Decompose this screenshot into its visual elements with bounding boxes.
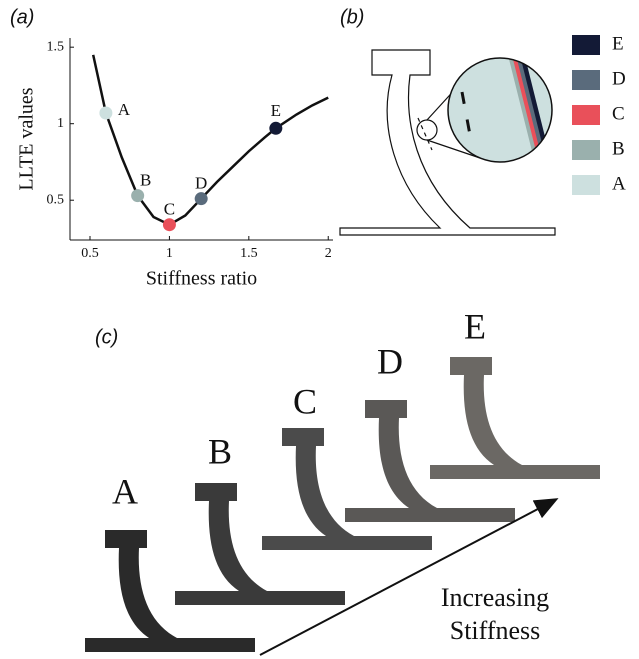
point-label: D bbox=[195, 174, 207, 193]
x-tick-label: 1.5 bbox=[240, 246, 258, 261]
specimen bbox=[430, 357, 600, 479]
point-label: A bbox=[118, 100, 131, 119]
zoom-view bbox=[448, 58, 552, 162]
curve bbox=[91, 54, 329, 227]
point-label: C bbox=[164, 200, 175, 219]
legend-swatch bbox=[572, 35, 600, 55]
specimen-label: A bbox=[112, 471, 138, 511]
point-label: B bbox=[140, 171, 151, 190]
zoom-circle bbox=[447, 57, 553, 163]
specimen-label: E bbox=[464, 306, 486, 346]
x-tick-label: 1 bbox=[166, 246, 173, 261]
legend-label: A bbox=[612, 173, 626, 194]
photo: A B C D E bbox=[85, 306, 600, 652]
point bbox=[269, 121, 283, 135]
arrow-label: Stiffness bbox=[450, 616, 541, 645]
x-tick-label: 0.5 bbox=[81, 246, 99, 261]
dash bbox=[417, 117, 433, 151]
y-tick-label: 1 bbox=[57, 116, 64, 131]
chart: 0.5 1 1.5 2 0.5 1 1.5 Stiffness ratio LLTE value… bbox=[16, 38, 333, 290]
point bbox=[131, 189, 145, 203]
legend-swatch bbox=[572, 140, 600, 160]
x-axis-label: Stiffness ratio bbox=[146, 268, 257, 290]
panel-label: (a) bbox=[10, 6, 34, 28]
point-label: E bbox=[271, 101, 281, 120]
x-tick-label: 2 bbox=[325, 246, 332, 261]
layer bbox=[502, 58, 538, 162]
zoom-region bbox=[416, 119, 438, 141]
legend-label: C bbox=[612, 103, 625, 124]
point bbox=[99, 106, 113, 120]
y-tick-label: 1.5 bbox=[47, 39, 65, 54]
specimen-label: D bbox=[377, 341, 403, 381]
legend-label: D bbox=[612, 68, 626, 89]
dash bbox=[460, 91, 472, 136]
specimen-label: C bbox=[293, 381, 317, 421]
legend-swatch bbox=[572, 70, 600, 90]
zoom-line bbox=[426, 139, 481, 159]
legend-label: B bbox=[612, 138, 625, 159]
y-axis-label: LLTE values bbox=[16, 87, 38, 190]
rail-outline bbox=[339, 49, 556, 236]
legend-swatch bbox=[572, 175, 600, 195]
zoom-fill bbox=[448, 58, 552, 162]
y-tick-label: 0.5 bbox=[47, 192, 65, 207]
arrow-label: Increasing bbox=[441, 583, 549, 612]
panel-label: (b) bbox=[340, 6, 364, 28]
legend-swatch bbox=[572, 105, 600, 125]
panel-label: (c) bbox=[95, 326, 118, 348]
point bbox=[162, 218, 176, 232]
point bbox=[194, 192, 208, 206]
specimen-label: B bbox=[208, 431, 232, 471]
arrow bbox=[259, 498, 559, 656]
legend-label: E bbox=[612, 33, 624, 54]
rail-diagram bbox=[339, 49, 556, 236]
